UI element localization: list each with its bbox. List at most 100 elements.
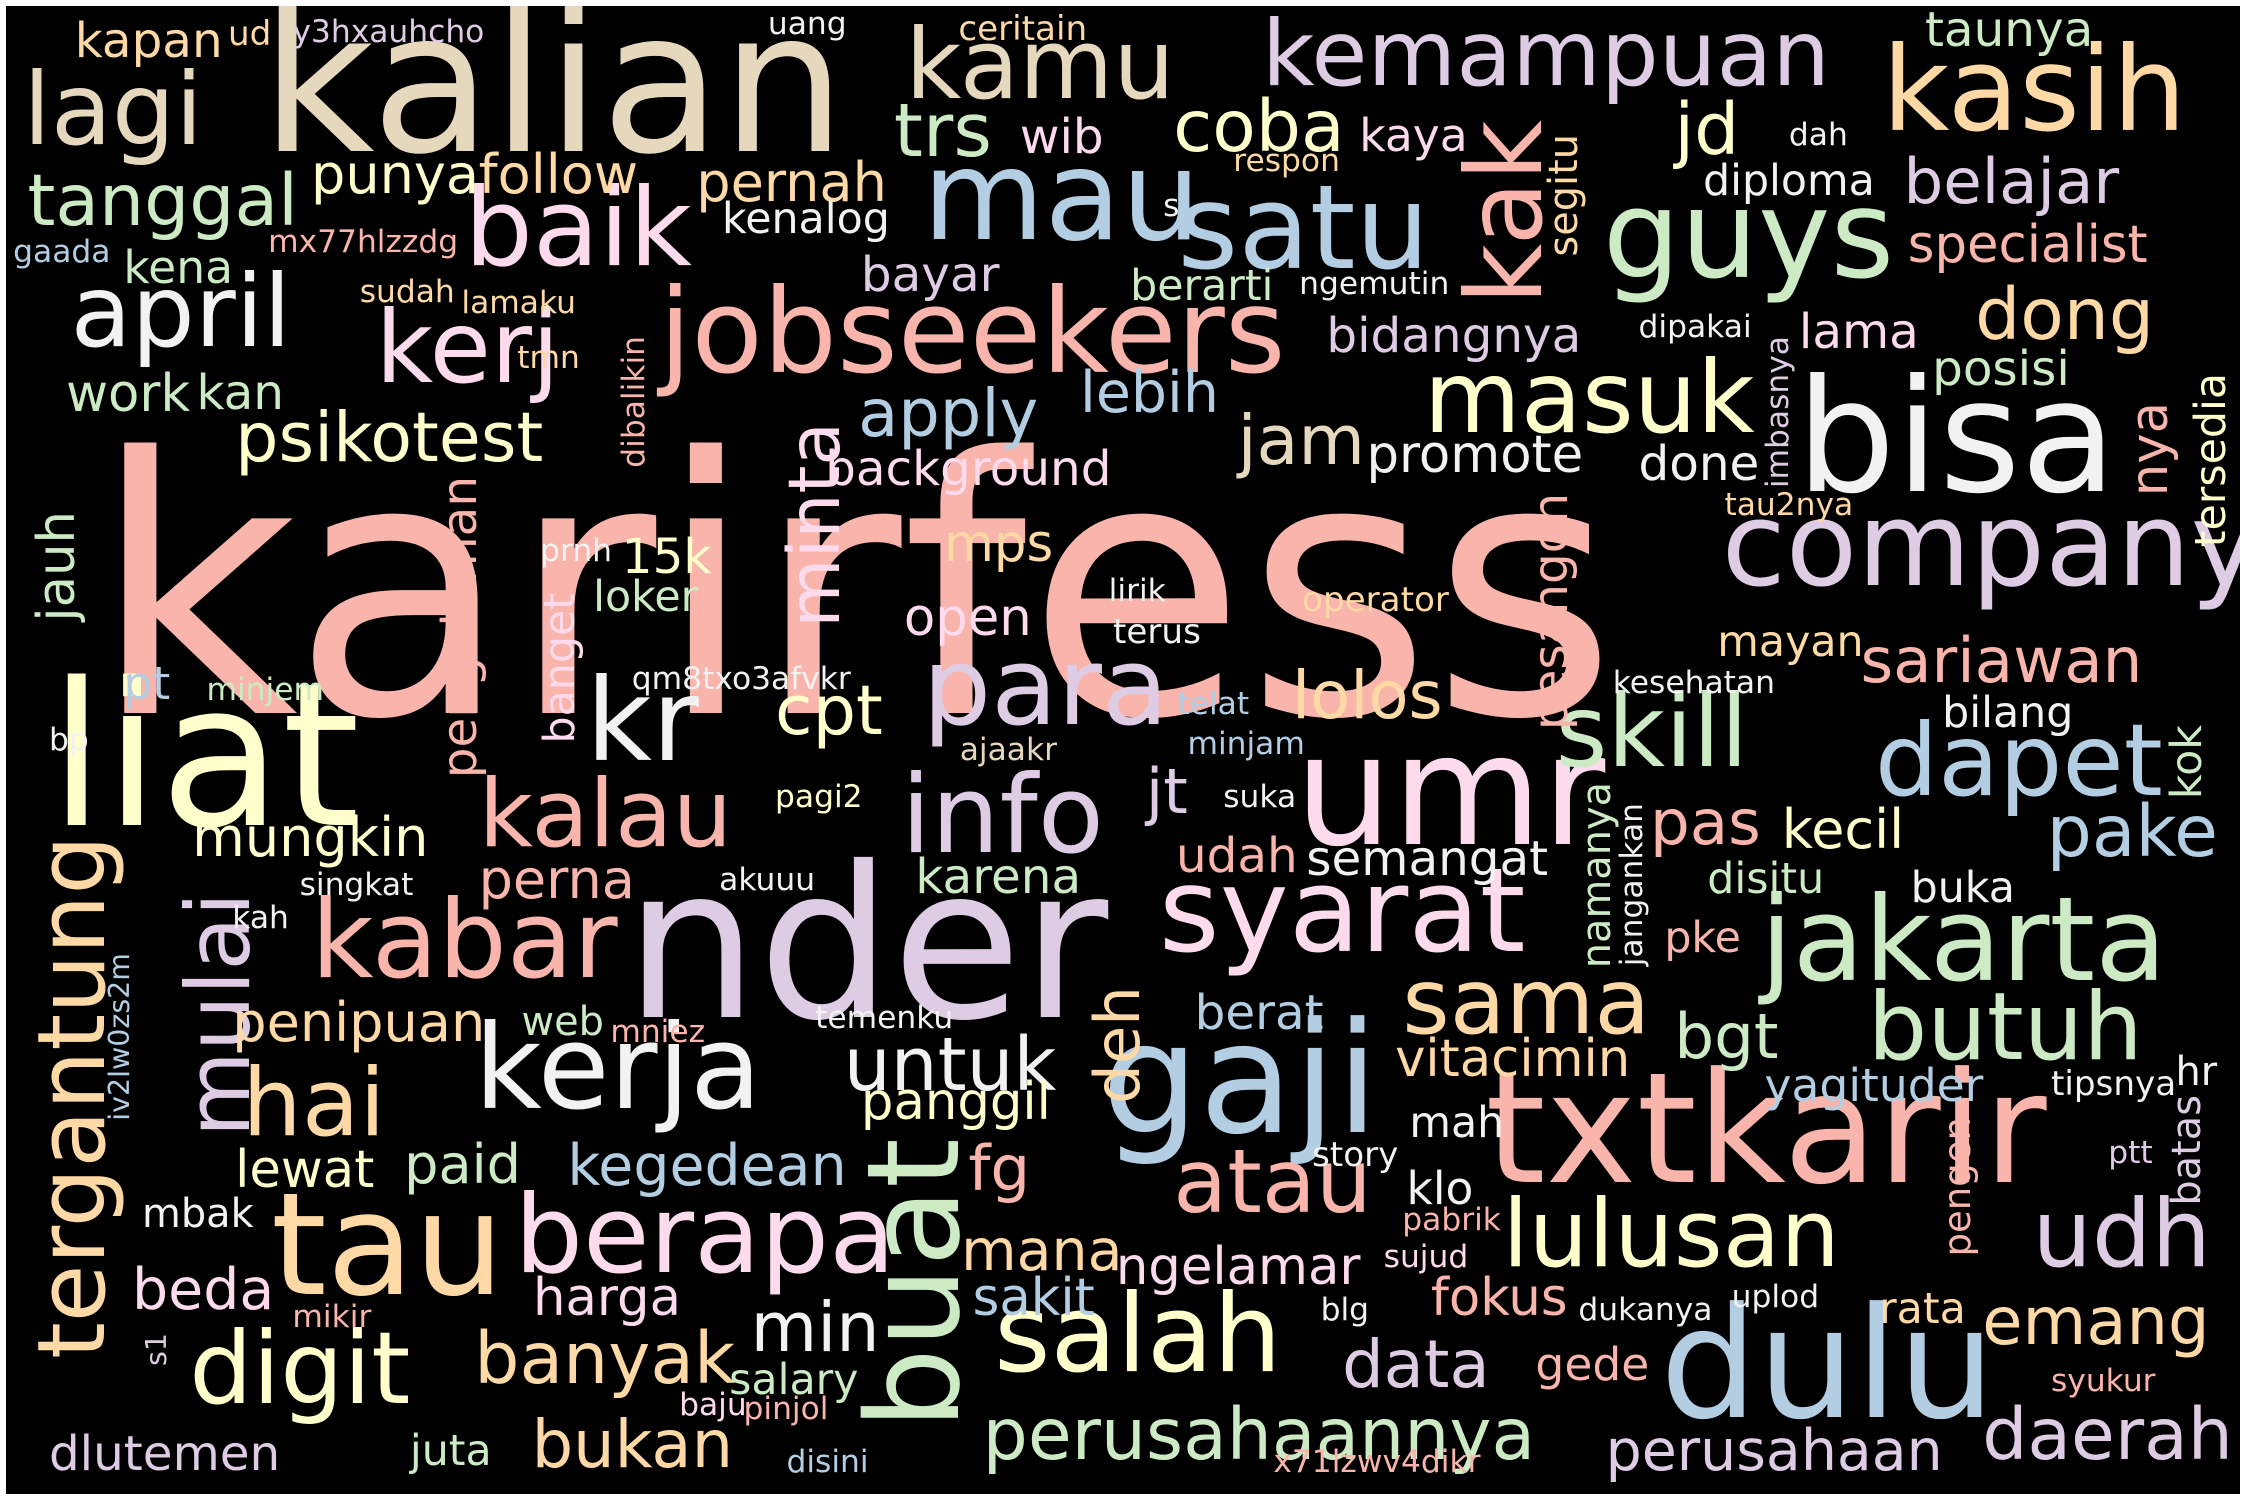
word-work: work: [66, 364, 191, 425]
word-jam: jam: [1237, 401, 1365, 481]
word-web: web: [521, 998, 604, 1045]
word-s1: s1: [140, 1333, 174, 1367]
word-mah: mah: [1409, 1098, 1505, 1149]
word-min: min: [750, 1288, 880, 1368]
word-hai: hai: [242, 1048, 386, 1158]
word-tersedia: tersedia: [2185, 373, 2236, 548]
word-jt: jt: [1145, 754, 1188, 828]
word-tau2nya: tau2nya: [1724, 487, 1854, 524]
word-guys: guys: [1602, 163, 1895, 307]
word-15k: 15k: [621, 528, 712, 585]
word-tipsnya: tipsnya: [2050, 1063, 2177, 1104]
word-jobseekers: jobseekers: [659, 263, 1286, 400]
word-mayan: mayan: [1717, 617, 1864, 668]
word-salary: salary: [729, 1354, 859, 1405]
word-punya: punya: [311, 143, 480, 207]
word-pernah: pernah: [696, 150, 887, 214]
word-kasih: kasih: [1881, 21, 2187, 158]
word-story: story: [1312, 1135, 1399, 1176]
word-suka: suka: [1223, 779, 1297, 816]
word-sakit: sakit: [972, 1268, 1095, 1329]
word-ceritain: ceritain: [958, 8, 1088, 49]
word-apply: apply: [858, 375, 1039, 452]
word-pake: pake: [2046, 790, 2218, 874]
word-promote: promote: [1366, 425, 1584, 486]
word-kr: kr: [585, 653, 699, 787]
word-atau: atau: [1173, 1130, 1372, 1234]
word-tau: tau: [270, 1161, 505, 1328]
word-taunya: taunya: [1924, 6, 2094, 58]
word-bp: bp: [48, 722, 89, 759]
word-minjem: minjem: [206, 672, 324, 709]
word-jangankan: jangankan: [1614, 803, 1651, 967]
word-untuk: untuk: [843, 1022, 1057, 1109]
word-para: para: [922, 623, 1169, 750]
word-pengen: pengen: [1936, 1116, 1980, 1257]
word-kena: kena: [123, 241, 233, 295]
word-harga: harga: [532, 1268, 681, 1329]
word-sariawan: sariawan: [1860, 623, 2143, 697]
word-iv2lw0zs2m: iv2lw0zs2m: [103, 952, 137, 1121]
word-namanya: namanya: [1574, 782, 1621, 969]
word-mikir: mikir: [292, 1298, 372, 1335]
word-kan: kan: [196, 365, 284, 422]
word-mau: mau: [922, 123, 1201, 270]
word-bisa: bisa: [1796, 346, 2117, 529]
word-segitu: segitu: [1541, 134, 1588, 257]
word-telat: telat: [1177, 686, 1250, 723]
word-disitu: disitu: [1707, 853, 1825, 904]
word-pagi2: pagi2: [775, 779, 863, 816]
word-perusahaannya: perusahaannya: [982, 1392, 1536, 1476]
word-kapan: kapan: [74, 13, 223, 70]
word-beda: beda: [132, 1256, 275, 1323]
word-tmn: tmn: [517, 340, 580, 377]
word-follow: follow: [478, 143, 639, 207]
word-nder: nder: [624, 820, 1109, 1067]
word-lagi: lagi: [23, 51, 203, 169]
word-paid: paid: [404, 1133, 521, 1197]
word-emang: emang: [1982, 1284, 2210, 1361]
word-company: company: [1721, 477, 2240, 614]
word-udh: udh: [2032, 1179, 2212, 1289]
word-batas: batas: [2164, 1095, 2211, 1206]
word-kalian: kalian: [260, 6, 846, 199]
word-liat: liat: [48, 641, 361, 874]
word-nya: nya: [2120, 401, 2181, 497]
word-buka: buka: [1910, 863, 2015, 914]
word-jauh: jauh: [26, 511, 87, 623]
word-pke: pke: [1664, 913, 1741, 964]
word-perusahaan: perusahaan: [1605, 1417, 1943, 1484]
word-gaji: gaji: [1101, 989, 1379, 1169]
word-udah: udah: [1175, 827, 1298, 884]
word-mniez: mniez: [610, 1013, 706, 1050]
word-psikotest: psikotest: [235, 398, 544, 478]
word-x71lzwv4dikr: x71lzwv4dikr: [1273, 1444, 1481, 1480]
word-lulusan: lulusan: [1502, 1179, 1840, 1289]
word-pengalaman: pengalaman: [431, 475, 488, 779]
word-banget: banget: [534, 592, 585, 744]
word-deh: deh: [1081, 985, 1155, 1104]
word-jakarta: jakarta: [1760, 871, 2167, 1008]
word-buat: buat: [839, 1138, 989, 1430]
word-kegedean: kegedean: [567, 1133, 847, 1200]
word-y3hxauhcho: y3hxauhcho: [292, 14, 485, 51]
word-salah: salah: [994, 1271, 1282, 1398]
word-kecil: kecil: [1781, 798, 1905, 862]
word-digit: digit: [189, 1309, 411, 1427]
word-berapa: berapa: [514, 1171, 896, 1298]
word-kenalog: kenalog: [722, 194, 890, 245]
word-uplod: uplod: [1731, 1278, 1820, 1315]
word-loker: loker: [593, 571, 699, 622]
word-wib: wib: [1019, 108, 1104, 165]
word-imbasnya: imbasnya: [1760, 336, 1797, 489]
word-terus: terus: [1112, 612, 1201, 653]
word-baju: baju: [679, 1387, 747, 1424]
word-uang: uang: [767, 6, 847, 42]
word-background: background: [825, 440, 1112, 497]
word-dlutemen: dlutemen: [48, 1425, 281, 1482]
word-kah: kah: [232, 900, 289, 937]
word-skill: skill: [1555, 673, 1749, 791]
word-prnh: prnh: [540, 532, 613, 569]
word-lamaku: lamaku: [461, 284, 576, 321]
word-trs: trs: [893, 88, 992, 175]
